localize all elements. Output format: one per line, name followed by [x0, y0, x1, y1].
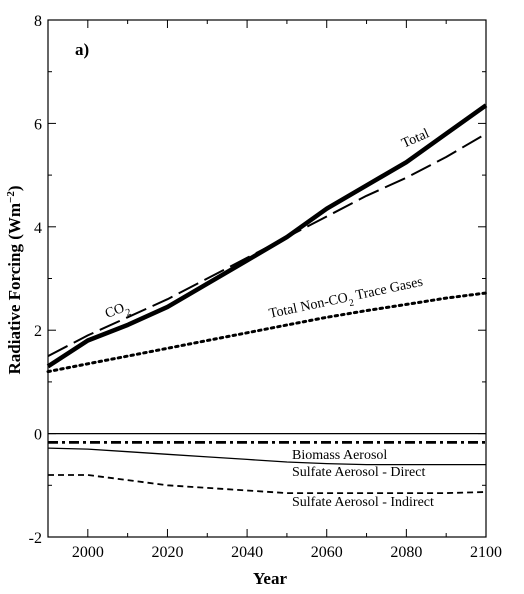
panel-label: a): [75, 40, 89, 59]
y-axis-title-main: Radiative Forcing (Wm: [5, 203, 24, 375]
x-tick-label-2040: 2040: [231, 544, 263, 561]
y-tick-label--2: -2: [29, 530, 42, 547]
annotation-co2-sub: 2: [124, 307, 132, 319]
annotation-biomass: Biomass Aerosol: [292, 448, 387, 463]
annotation-non-co2-b: Trace Gases: [351, 275, 424, 305]
x-tick-label-2100: 2100: [470, 544, 502, 561]
annotation-non-co2-a: Total Non-CO: [268, 291, 350, 322]
y-axis-title-close: ): [5, 185, 24, 191]
series-lines: [46, 103, 488, 495]
y-axis-title: Radiative Forcing (Wm−2): [5, 185, 24, 374]
series-line-total-non-co2-trace-gases: [46, 291, 488, 374]
x-tick-label-2080: 2080: [390, 544, 422, 561]
y-tick-label-2: 2: [34, 323, 42, 340]
y-tick-label-0: 0: [34, 427, 42, 444]
x-tick-label-2060: 2060: [311, 544, 343, 561]
annotation-co2: CO2: [103, 299, 132, 325]
annotation-co2-main: CO: [103, 301, 126, 322]
series-line-sulfate-aerosol-direct: [47, 447, 486, 466]
tick-labels: 2000 2020 2040 2060 2080 2100 -2 0 2 4 6 8: [29, 13, 502, 561]
x-axis-title: Year: [253, 569, 287, 588]
y-tick-label-6: 6: [34, 116, 42, 133]
series-line-co2: [47, 132, 487, 357]
y-tick-label-4: 4: [34, 220, 42, 237]
annotation-non-co2: Total Non-CO2 Trace Gases: [268, 275, 425, 326]
y-tick-label-8: 8: [34, 13, 42, 30]
annotation-non-co2-sub: 2: [348, 297, 355, 309]
x-tick-label-2000: 2000: [72, 544, 104, 561]
y-axis-title-sup: −2: [5, 191, 17, 203]
x-tick-label-2020: 2020: [151, 544, 183, 561]
series-line-sulfate-aerosol-indirect: [48, 474, 487, 495]
annotation-sulfate-direct: Sulfate Aerosol - Direct: [292, 465, 425, 480]
annotation-sulfate-indirect: Sulfate Aerosol - Indirect: [292, 495, 434, 510]
series-line-total: [46, 103, 488, 369]
